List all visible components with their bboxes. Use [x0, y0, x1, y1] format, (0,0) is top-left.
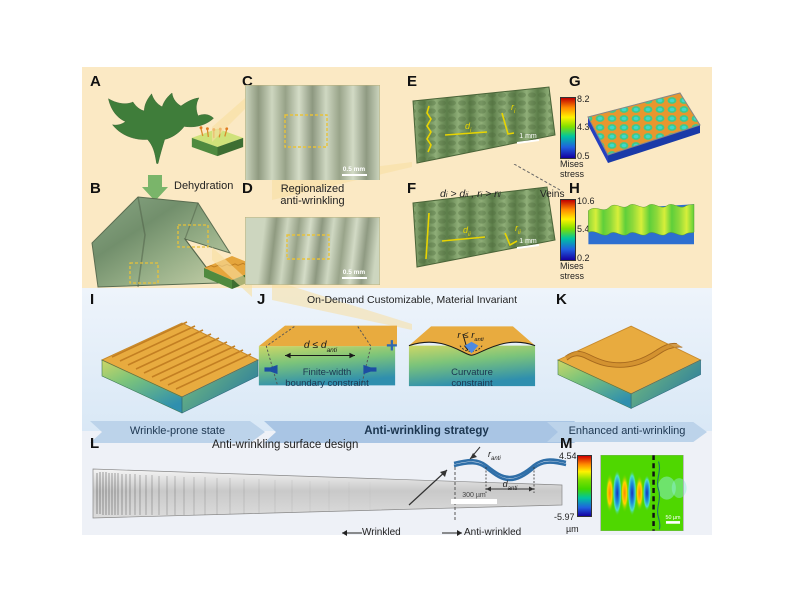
- svg-text:ranti: ranti: [488, 449, 501, 462]
- svg-text:50 µm: 50 µm: [665, 515, 681, 521]
- svg-text:1 mm: 1 mm: [519, 238, 537, 245]
- svg-text:0.5 mm: 0.5 mm: [343, 166, 366, 173]
- svg-text:1 mm: 1 mm: [519, 133, 537, 140]
- svg-text:0.5 mm: 0.5 mm: [343, 269, 366, 276]
